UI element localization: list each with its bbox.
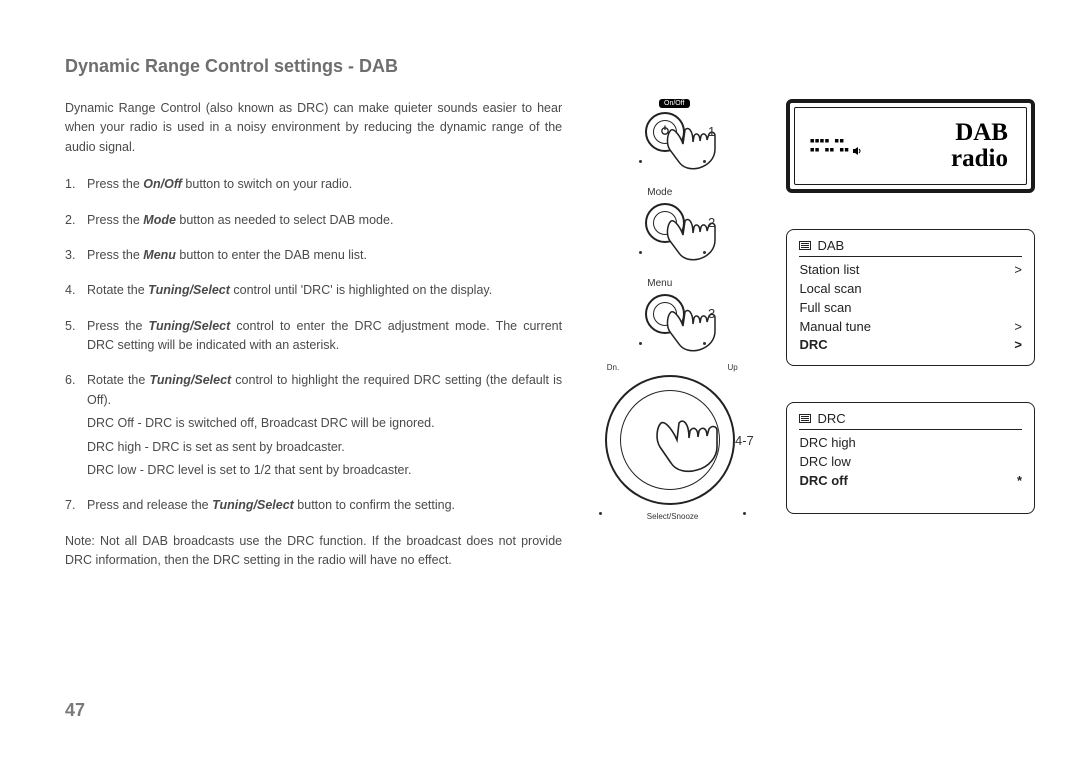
- step-number-4-7: 4-7: [735, 433, 754, 448]
- step-6-sub3: DRC low - DRC level is set to 1/2 that s…: [87, 461, 562, 480]
- diagram-column: On/Off 1 Mode: [584, 99, 764, 570]
- menu-label: Menu: [647, 278, 672, 289]
- speaker-icon: [852, 146, 862, 156]
- step-number-1: 1: [708, 124, 715, 139]
- onoff-label: On/Off: [659, 99, 690, 108]
- menu-row: Manual tune>: [799, 318, 1022, 337]
- tuning-dial-diagram: Dn. Up 4-7 Select/Snooze: [597, 363, 752, 523]
- menu-row-selected: DRC off*: [799, 472, 1022, 491]
- step-6: Rotate the Tuning/Select control to high…: [65, 371, 562, 480]
- menu-row-selected: DRC>: [799, 336, 1022, 355]
- page-number: 47: [65, 700, 85, 721]
- up-label: Up: [728, 363, 738, 372]
- menu1-header: DAB: [817, 238, 844, 253]
- step-7: Press and release the Tuning/Select butt…: [65, 496, 562, 515]
- step-6-sub1: DRC Off - DRC is switched off, Broadcast…: [87, 414, 562, 433]
- select-snooze-label: Select/Snooze: [647, 512, 699, 521]
- dab-menu-box: DAB Station list> Local scan Full scan M…: [786, 229, 1035, 366]
- page-title: Dynamic Range Control settings - DAB: [65, 56, 1035, 77]
- manual-page: Dynamic Range Control settings - DAB Dyn…: [0, 0, 1080, 763]
- step-number-2: 2: [708, 215, 715, 230]
- menu-row: DRC high: [799, 434, 1022, 453]
- menu-button-diagram: Menu 3: [639, 278, 709, 347]
- columns: Dynamic Range Control (also known as DRC…: [65, 99, 1035, 570]
- intro-paragraph: Dynamic Range Control (also known as DRC…: [65, 99, 562, 157]
- step-1: Press the On/Off button to switch on you…: [65, 175, 562, 194]
- mode-button-diagram: Mode 2: [639, 187, 709, 256]
- text-column: Dynamic Range Control (also known as DRC…: [65, 99, 562, 570]
- step-2: Press the Mode button as needed to selec…: [65, 211, 562, 230]
- screens-column: ▪▪▪▪ ▪▪ ▪▪ ▪▪ ▪▪ DAB radio DAB: [786, 99, 1035, 570]
- menu-row: DRC low: [799, 453, 1022, 472]
- hand-icon: [649, 407, 729, 485]
- drc-menu-box: DRC DRC high DRC low DRC off*: [786, 402, 1035, 514]
- steps-list: Press the On/Off button to switch on you…: [65, 175, 562, 516]
- mode-label: Mode: [647, 187, 672, 198]
- menu-row: Station list>: [799, 261, 1022, 280]
- dab-radio-text: DAB radio: [951, 120, 1008, 173]
- step-6-sub2: DRC high - DRC is set as sent by broadca…: [87, 438, 562, 457]
- radio-lcd-screen: ▪▪▪▪ ▪▪ ▪▪ ▪▪ ▪▪ DAB radio: [786, 99, 1035, 193]
- onoff-button-diagram: On/Off 1: [639, 99, 709, 165]
- menu-row: Local scan: [799, 280, 1022, 299]
- menu2-header: DRC: [817, 411, 845, 426]
- step-5: Press the Tuning/Select control to enter…: [65, 317, 562, 356]
- signal-icon: ▪▪▪▪ ▪▪ ▪▪ ▪▪ ▪▪: [809, 137, 861, 156]
- step-3: Press the Menu button to enter the DAB m…: [65, 246, 562, 265]
- menu-row: Full scan: [799, 299, 1022, 318]
- list-icon: [799, 241, 811, 250]
- dn-label: Dn.: [607, 363, 619, 372]
- list-icon: [799, 414, 811, 423]
- step-4: Rotate the Tuning/Select control until '…: [65, 281, 562, 300]
- step-number-3: 3: [708, 306, 715, 321]
- note-paragraph: Note: Not all DAB broadcasts use the DRC…: [65, 532, 562, 571]
